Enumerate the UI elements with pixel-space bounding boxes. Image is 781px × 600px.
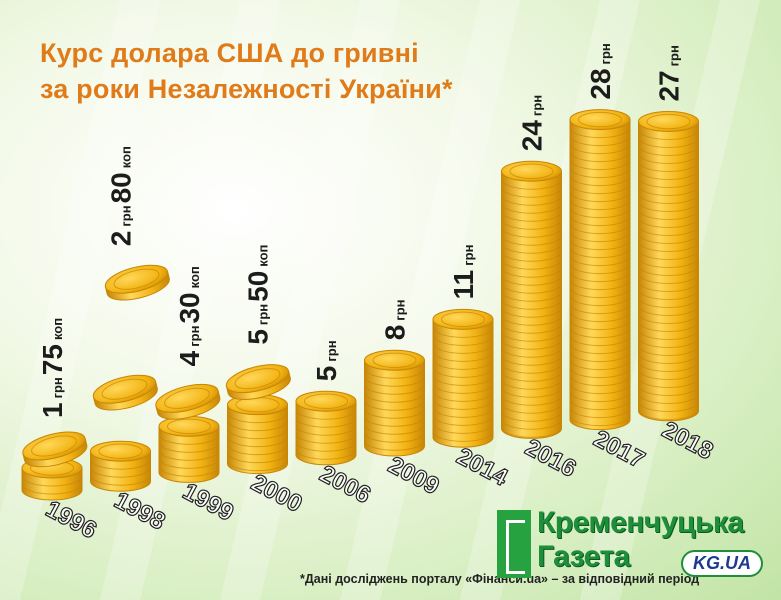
bar-coin-stack-1998 (90, 440, 151, 492)
data-label-unit: грн (187, 326, 202, 347)
data-label-number: 5 (311, 366, 342, 382)
tick-label-2006: 2006 (315, 460, 375, 509)
data-label-unit: грн (530, 95, 545, 116)
data-label-number: 8 (380, 325, 411, 341)
coin-stack-body (501, 170, 562, 439)
data-label-number: 11 (448, 270, 479, 300)
coin-stack-body (432, 318, 494, 448)
coin-face (225, 364, 290, 394)
data-label-unit: коп (256, 245, 271, 267)
logo-site-badge: KG.UA (681, 550, 763, 577)
loose-coin-1998 (104, 264, 170, 301)
coin-edges (638, 129, 699, 420)
coin-stack-body (364, 359, 425, 457)
coin-face (22, 431, 86, 461)
data-label-unit: коп (187, 266, 202, 288)
bar-coin-stack-2000 (227, 394, 288, 475)
loose-coin-1996 (22, 431, 88, 468)
data-label-1996: 1 грн 75 коп (37, 318, 68, 418)
data-label-1998: 2 грн 80 коп (106, 146, 137, 246)
logo-mark-icon (497, 510, 531, 578)
data-label-number: 50 (243, 271, 274, 302)
data-label-unit: грн (461, 245, 476, 266)
bar-coin-stack-1999 (158, 415, 220, 483)
coin-edges (90, 459, 151, 486)
data-label-number: 4 (174, 350, 205, 366)
loose-coin-1999 (155, 383, 221, 420)
coin-edges (432, 327, 494, 442)
coin-edges (569, 127, 631, 427)
coin-stack-body (90, 450, 151, 492)
data-label-unit: коп (119, 146, 134, 168)
newspaper-logo: Кременчуцька Газета KG.UA (497, 506, 767, 584)
bar-coin-stack-2009 (364, 349, 425, 457)
logo-text-line-1: Кременчуцька (537, 506, 744, 539)
data-label-number: 5 (243, 329, 274, 345)
coin-edges (501, 179, 562, 438)
data-label-number: 30 (174, 292, 205, 323)
loose-coin-2000 (225, 364, 291, 400)
coin-stack-body (158, 425, 220, 483)
data-label-2018: 27 грн (654, 45, 685, 101)
data-label-2017: 28 грн (585, 43, 616, 99)
coin-stack-body (295, 400, 357, 466)
coin-face (104, 264, 169, 294)
chart-title-line-1: Курс долара США до гривні (40, 38, 419, 68)
data-label-unit: грн (324, 340, 339, 361)
data-label-2006: 5 грн (311, 340, 342, 381)
coin-face (92, 374, 157, 404)
bar-coin-stack-2017 (569, 109, 631, 431)
data-label-number: 75 (37, 344, 68, 375)
data-label-2009: 8 грн (380, 299, 411, 340)
logo-text-line-2: Газета (537, 540, 630, 573)
data-label-number: 27 (654, 70, 685, 101)
coin-face (155, 383, 219, 413)
coin-edges (158, 434, 220, 477)
coin-edges (295, 409, 357, 460)
bar-coin-stack-2018 (638, 111, 699, 422)
data-label-unit: грн (256, 304, 271, 325)
tick-label-2016: 2016 (521, 434, 581, 483)
bar-coin-stack-2016 (501, 160, 562, 439)
data-label-unit: грн (393, 299, 408, 320)
data-label-number: 1 (37, 402, 68, 418)
chart-title-line-2: за роки Незалежності України* (40, 74, 453, 104)
coin-edges (227, 412, 288, 472)
data-label-unit: грн (598, 43, 613, 64)
source-footnote: *Дані досліджень порталу «Фінанси.ua» – … (300, 572, 700, 586)
data-label-unit: коп (50, 318, 65, 340)
data-label-unit: грн (667, 45, 682, 66)
data-label-number: 80 (106, 172, 137, 203)
coin-edges (21, 475, 83, 495)
data-label-number: 28 (585, 68, 616, 99)
data-label-number: 2 (106, 231, 137, 247)
bar-coin-stack-2006 (295, 390, 357, 466)
data-label-1999: 4 грн 30 коп (174, 266, 205, 366)
data-label-2000: 5 грн 50 коп (243, 245, 274, 345)
data-label-number: 24 (517, 120, 548, 152)
tick-label-2018: 2018 (658, 416, 718, 465)
bar-coin-stack-2014 (432, 308, 494, 448)
tick-label-1999: 1999 (178, 478, 238, 527)
coin-edges (364, 368, 425, 451)
loose-coin-1998 (92, 374, 158, 411)
tick-label-1996: 1996 (41, 495, 101, 544)
coin-stack-body (638, 121, 699, 422)
data-label-unit: грн (119, 205, 134, 226)
data-label-2014: 11 грн (448, 245, 479, 300)
data-label-2016: 24 грн (517, 95, 548, 151)
data-label-unit: грн (50, 377, 65, 398)
